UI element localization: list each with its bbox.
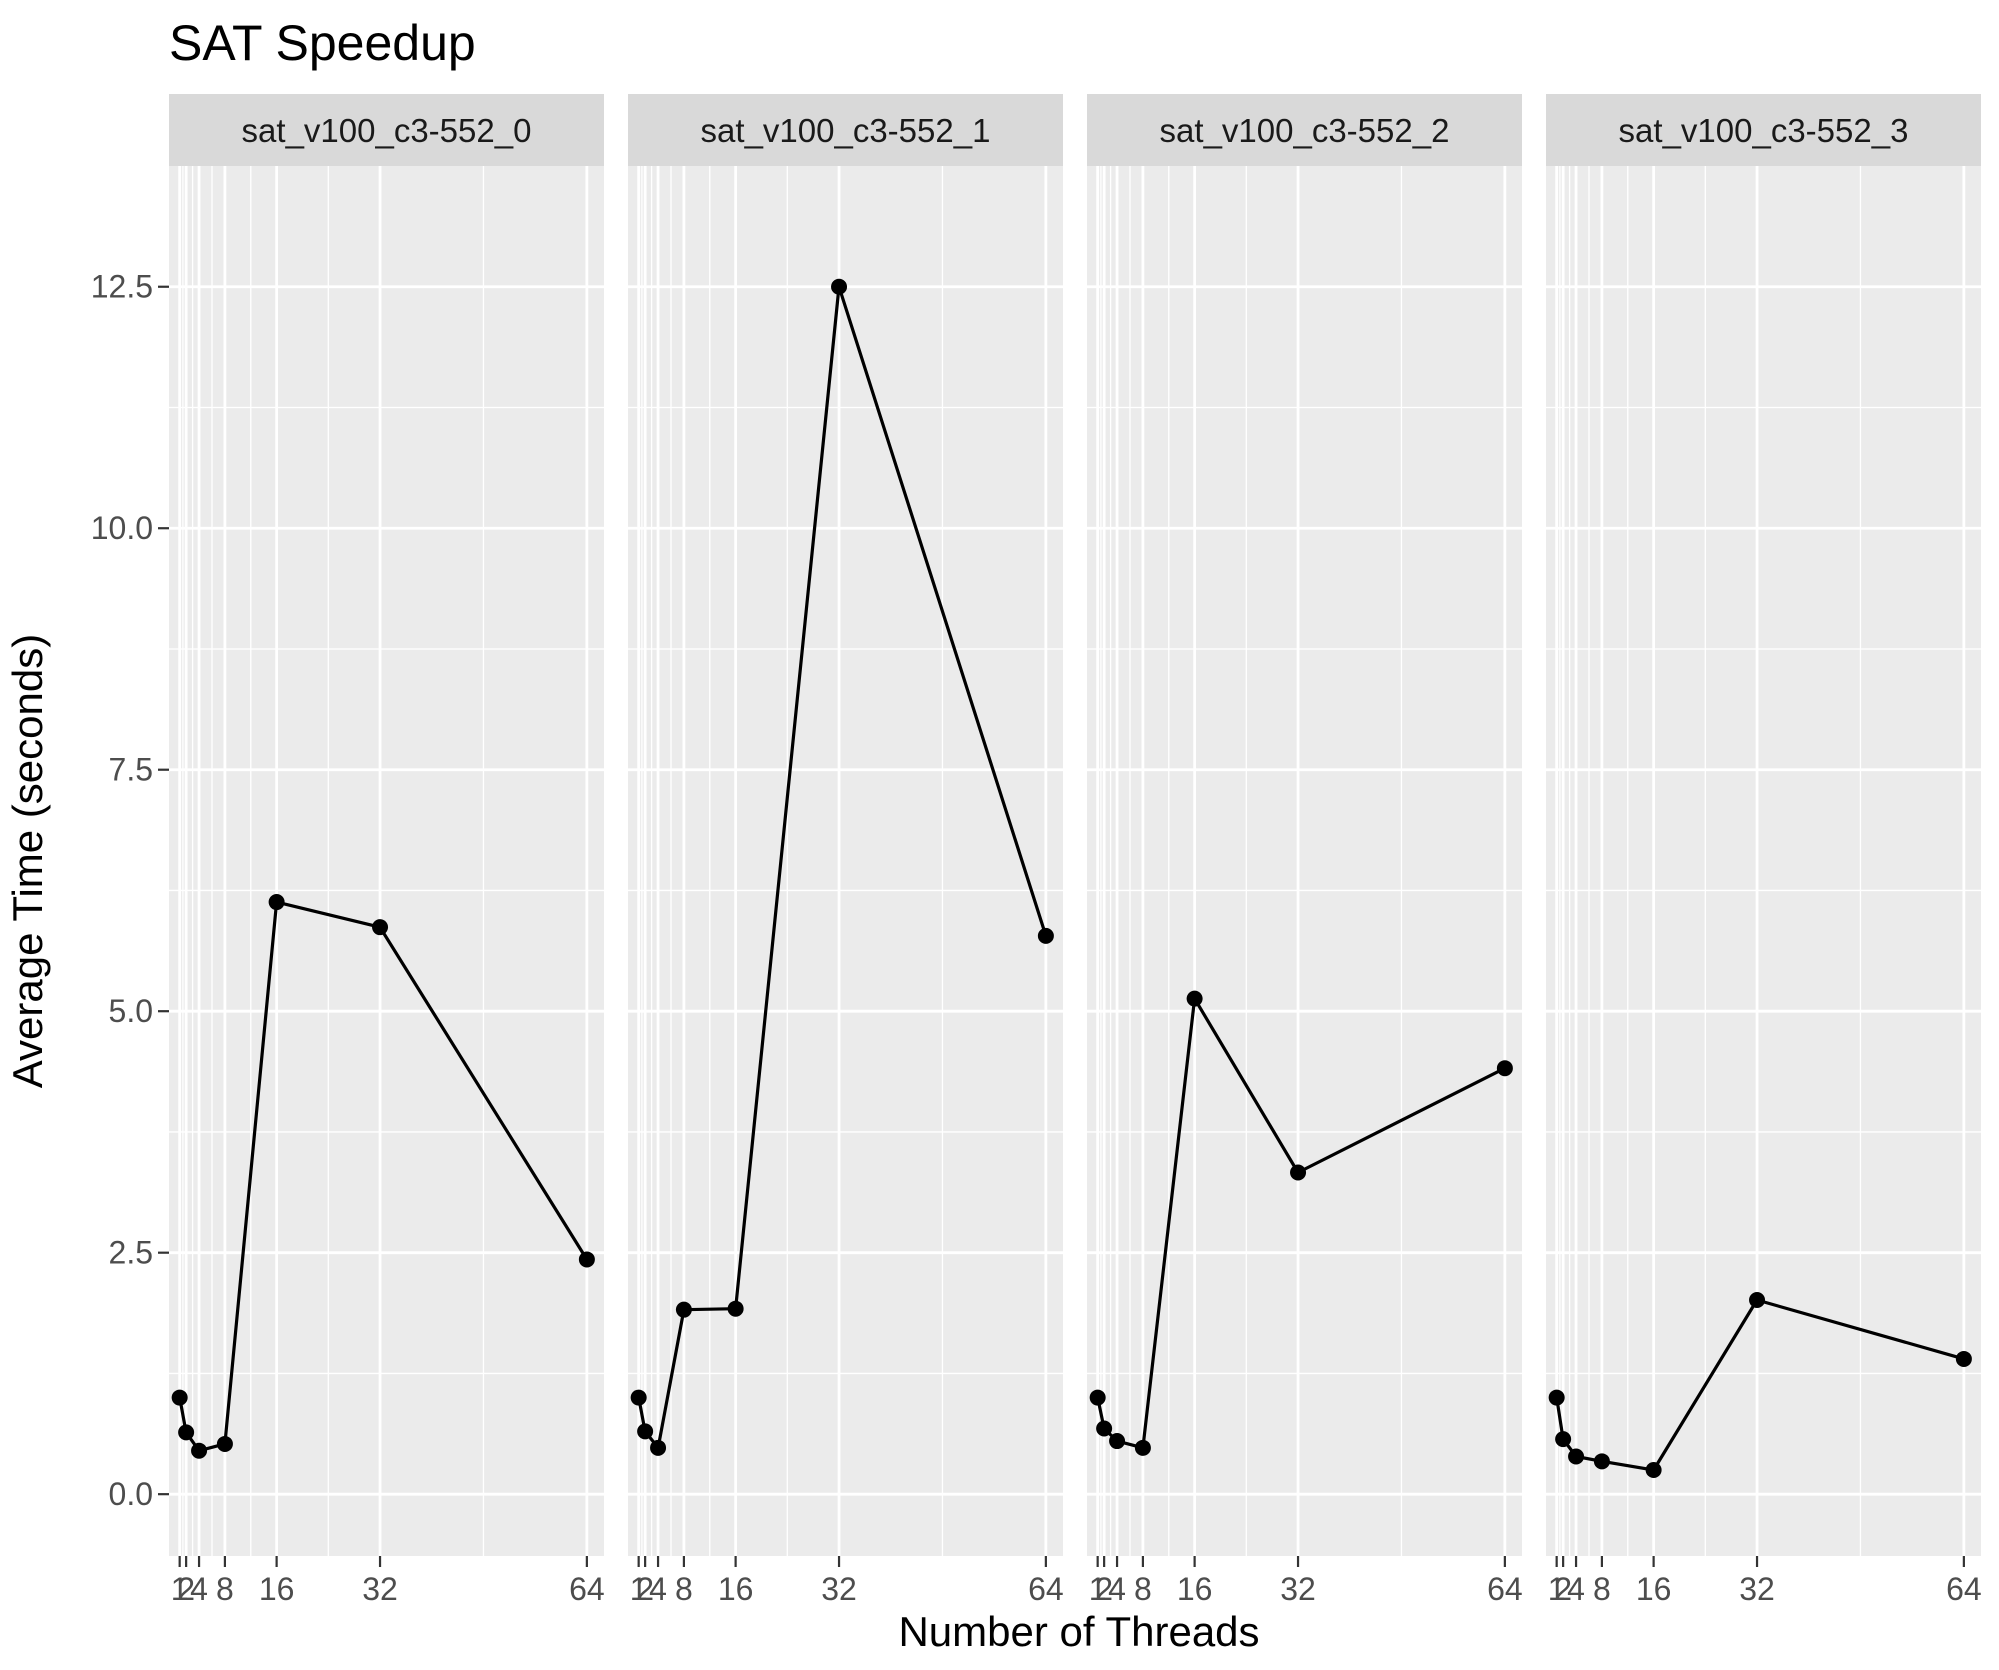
data-point (1645, 1462, 1662, 1479)
chart-title: SAT Speedup (169, 15, 476, 71)
x-tick-label: 1 (630, 1571, 648, 1607)
x-tick-label: 2 (177, 1571, 195, 1607)
data-point (268, 894, 285, 911)
data-point (1096, 1420, 1113, 1437)
x-tick-label: 8 (1134, 1571, 1152, 1607)
x-tick-label: 4 (1567, 1571, 1585, 1607)
facet-strip (628, 94, 1063, 166)
data-point (1955, 1350, 1972, 1367)
x-tick-label: 64 (1487, 1571, 1523, 1607)
data-point (1496, 1060, 1513, 1077)
x-tick-label: 1 (1548, 1571, 1566, 1607)
data-point (727, 1300, 744, 1317)
y-tick-label: 10.0 (91, 510, 153, 546)
y-tick-label: 0.0 (109, 1476, 153, 1512)
data-point (372, 919, 389, 936)
x-tick-label: 64 (569, 1571, 605, 1607)
facet-strip (1087, 94, 1522, 166)
x-tick-label: 32 (1280, 1571, 1316, 1607)
x-tick-label: 1 (1089, 1571, 1107, 1607)
data-point (578, 1251, 595, 1268)
y-axis: 0.0 2.5 5.0 7.5 10.0 12.5 (91, 269, 169, 1512)
facet-panel: sat_v100_c3-552_1 124 8 16 32 64 (628, 94, 1064, 1607)
x-tick-label: 32 (362, 1571, 398, 1607)
x-tick-label: 2 (1095, 1571, 1113, 1607)
data-point (1555, 1431, 1572, 1448)
facet-strip (1546, 94, 1981, 166)
y-tick-label: 12.5 (91, 269, 153, 305)
data-point (1548, 1389, 1565, 1406)
y-tick-label: 5.0 (109, 993, 153, 1029)
facet-strip-label: sat_v100_c3-552_2 (1160, 112, 1450, 149)
data-point (1037, 927, 1054, 944)
data-point (650, 1439, 667, 1456)
x-tick-label: 2 (1554, 1571, 1572, 1607)
data-point (1134, 1439, 1151, 1456)
x-tick-label: 16 (1177, 1571, 1213, 1607)
data-point (1290, 1164, 1307, 1181)
data-point (831, 278, 848, 295)
facet-strip-label: sat_v100_c3-552_1 (701, 112, 991, 149)
data-point (1749, 1292, 1766, 1309)
data-point (1109, 1433, 1126, 1450)
facet-strip-label: sat_v100_c3-552_0 (242, 112, 532, 149)
x-tick-label: 8 (1593, 1571, 1611, 1607)
data-point (171, 1389, 188, 1406)
x-tick-label: 8 (216, 1571, 234, 1607)
panel-background (169, 166, 604, 1556)
x-axis-title: Number of Threads (898, 1608, 1259, 1655)
facet-strip (169, 94, 604, 166)
y-tick-label: 2.5 (109, 1235, 153, 1271)
data-point (630, 1389, 647, 1406)
x-tick-label: 8 (675, 1571, 693, 1607)
facet-panel: sat_v100_c3-552_2 124 8 16 32 64 (1087, 94, 1523, 1607)
x-tick-label: 4 (1108, 1571, 1126, 1607)
data-point (637, 1423, 654, 1440)
x-tick-label: 64 (1946, 1571, 1982, 1607)
x-tick-label: 64 (1028, 1571, 1064, 1607)
x-tick-label: 1 (171, 1571, 189, 1607)
panel-background (1087, 166, 1522, 1556)
data-point (675, 1301, 692, 1318)
panel-background (1546, 166, 1981, 1556)
data-point (1186, 990, 1203, 1007)
x-tick-label: 16 (1636, 1571, 1672, 1607)
x-tick-label: 32 (821, 1571, 857, 1607)
data-point (1089, 1389, 1106, 1406)
facet-panel: sat_v100_c3-552_0 124 8 16 32 64 (169, 94, 605, 1607)
x-tick-label: 16 (718, 1571, 754, 1607)
facet-strip-label: sat_v100_c3-552_3 (1619, 112, 1909, 149)
data-point (1593, 1453, 1610, 1470)
data-point (1568, 1448, 1585, 1465)
x-tick-label: 2 (636, 1571, 654, 1607)
y-tick-label: 7.5 (109, 752, 153, 788)
panel-background (628, 166, 1063, 1556)
x-tick-label: 4 (649, 1571, 667, 1607)
data-point (216, 1435, 233, 1452)
data-point (191, 1442, 208, 1459)
x-tick-label: 4 (190, 1571, 208, 1607)
x-tick-label: 16 (259, 1571, 295, 1607)
x-tick-label: 32 (1739, 1571, 1775, 1607)
data-point (178, 1424, 195, 1441)
y-axis-title: Average Time (seconds) (4, 634, 51, 1088)
facet-panel: sat_v100_c3-552_3 124 8 16 32 64 (1546, 94, 1982, 1607)
